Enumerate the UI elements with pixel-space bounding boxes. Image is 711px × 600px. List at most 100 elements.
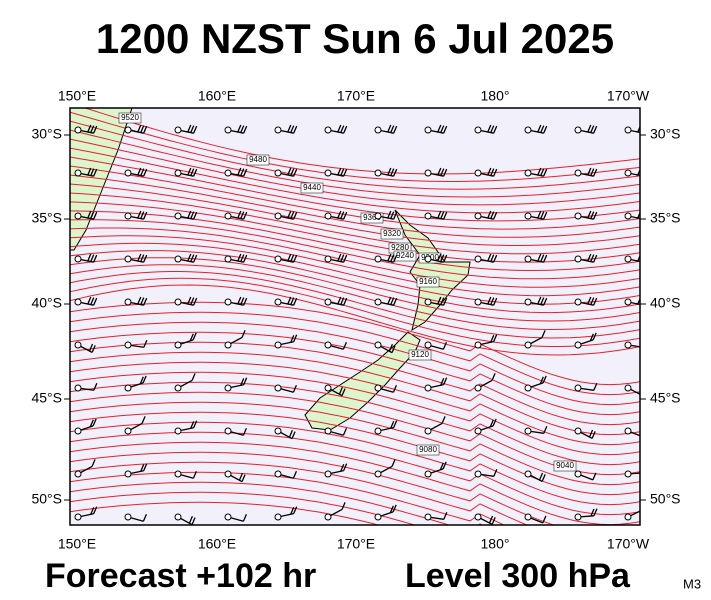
barb-feather [93,506,98,514]
contour-line [70,331,640,416]
barb-feather [537,210,542,219]
contour-label-box [360,212,384,224]
station [274,470,282,478]
contour-label: 9160 [419,277,437,286]
barb-feather [539,376,544,385]
station [424,513,432,521]
contour-label: 9280 [391,243,409,252]
barb-feather [190,421,195,429]
barb-feather [190,211,195,219]
lat-label: 35°S [31,210,62,226]
station [124,427,132,435]
barb-feather [291,431,296,439]
barb-feather [240,297,245,305]
station [224,470,232,478]
contour-label-box [416,276,440,288]
barb-feather [338,386,344,395]
contour-line [70,284,640,356]
station [74,341,82,349]
barb-feather [487,253,492,262]
barb-feather [642,503,645,510]
barb-feather [140,464,145,472]
contour-line [70,321,640,406]
barb-feather [137,167,142,176]
station [474,427,482,435]
forecast-label: Forecast +102 hr [45,557,316,595]
barb-feather [441,416,446,424]
contour-label-box [300,182,324,194]
barb-feather [391,345,396,353]
barb-feather [237,253,242,262]
station [624,212,632,220]
barb-feather [493,168,498,177]
contour-label-box [553,460,577,472]
barb-feather [187,210,192,219]
station [574,470,582,478]
barb-feather [91,459,96,467]
barb-feather [87,167,92,176]
station [574,341,582,349]
barb-feather [641,212,644,219]
barb-feather [292,470,298,479]
station [524,169,532,177]
barb-feather [543,254,548,263]
contour-label-box [118,112,142,124]
station [224,169,232,177]
barb-feather [137,124,142,133]
contour-line [70,361,640,446]
barb-feather [141,416,146,424]
station [624,513,632,521]
station [624,470,632,478]
barb-feather [337,296,342,305]
barb-feather [389,505,394,514]
contour-line [70,401,640,486]
station [74,513,82,521]
station [624,384,632,392]
station [574,255,582,263]
barb-feather [241,330,246,338]
barb-feather [590,168,595,176]
contour-line [70,501,381,525]
barb-feather [91,345,96,353]
barb-feather [243,254,248,263]
barb-feather [290,211,295,219]
station [574,513,582,521]
barb-feather [437,296,442,305]
contour-line [70,264,640,331]
contour-line [70,138,640,206]
contour-label: 9240 [396,251,414,260]
barb-feather [343,211,348,220]
station [124,255,132,263]
contour-line [70,192,640,255]
barb-feather [287,296,292,305]
barb-feather [343,125,348,134]
contour-line [70,147,640,214]
barb-feather [590,125,595,133]
barb-feather [592,472,597,481]
barb-feather [243,168,248,177]
station [274,126,282,134]
contour-line [70,242,640,305]
station [574,384,582,392]
contour-line [70,271,640,339]
contour-line [70,174,640,238]
station [624,427,632,435]
lat-label: 40°S [650,295,681,311]
barb-feather [440,378,445,386]
lon-label: 170°W [607,536,650,552]
barb-feather [238,472,244,481]
barb-feather [387,167,392,176]
contour-line [70,481,484,525]
lon-label: 170°E [337,536,375,552]
barb-feather [491,373,496,381]
barb-feather [287,210,292,219]
barb-feather [92,418,97,427]
barb-feather [237,167,242,176]
station [374,126,382,134]
barb-feather [240,378,245,386]
lat-label: 45°S [31,390,62,406]
contour-line [70,431,640,516]
station [74,470,82,478]
barb-feather [293,506,298,514]
